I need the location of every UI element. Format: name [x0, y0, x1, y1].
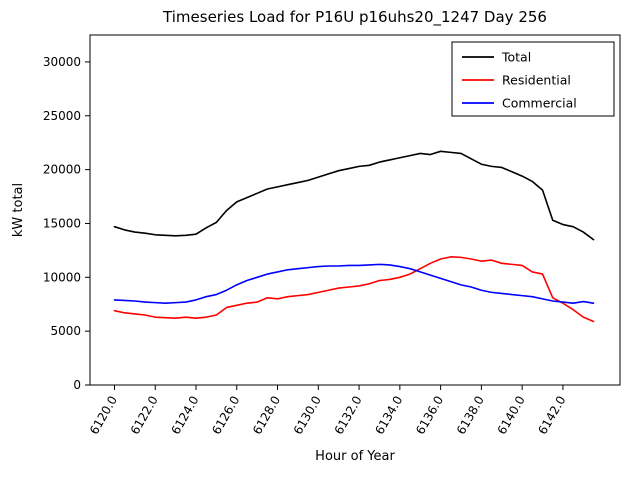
y-tick-label: 25000 — [43, 109, 81, 123]
x-tick-label: 6138.0 — [454, 394, 487, 437]
legend-label-residential: Residential — [502, 73, 571, 88]
x-tick-label: 6140.0 — [495, 394, 528, 437]
legend-label-total: Total — [501, 50, 531, 65]
x-tick-label: 6122.0 — [128, 394, 161, 437]
x-tick-label: 6124.0 — [168, 394, 201, 437]
y-axis-label: kW total — [11, 183, 26, 237]
x-tick-label: 6134.0 — [372, 394, 405, 437]
series-line-residential — [113, 256, 595, 323]
y-tick-label: 5000 — [50, 324, 81, 338]
y-tick-label: 20000 — [43, 163, 81, 177]
y-tick-label: 15000 — [43, 216, 81, 230]
x-tick-label: 6130.0 — [291, 394, 324, 437]
y-tick-label: 30000 — [43, 55, 81, 69]
x-axis-label: Hour of Year — [315, 449, 395, 464]
chart-title: Timeseries Load for P16U p16uhs20_1247 D… — [162, 8, 547, 27]
series-lines — [113, 150, 595, 323]
legend-label-commercial: Commercial — [502, 96, 577, 111]
x-tick-label: 6142.0 — [535, 394, 568, 437]
x-tick-label: 6136.0 — [413, 394, 446, 437]
series-line-commercial — [113, 263, 595, 304]
y-tick-label: 0 — [73, 378, 81, 392]
x-tick-label: 6128.0 — [250, 394, 283, 437]
y-tick-label: 10000 — [43, 270, 81, 284]
series-line-total — [113, 150, 595, 241]
x-tick-label: 6120.0 — [87, 394, 120, 437]
x-tick-label: 6126.0 — [209, 394, 242, 437]
x-tick-label: 6132.0 — [332, 394, 365, 437]
legend: Total Residential Commercial — [451, 41, 615, 117]
